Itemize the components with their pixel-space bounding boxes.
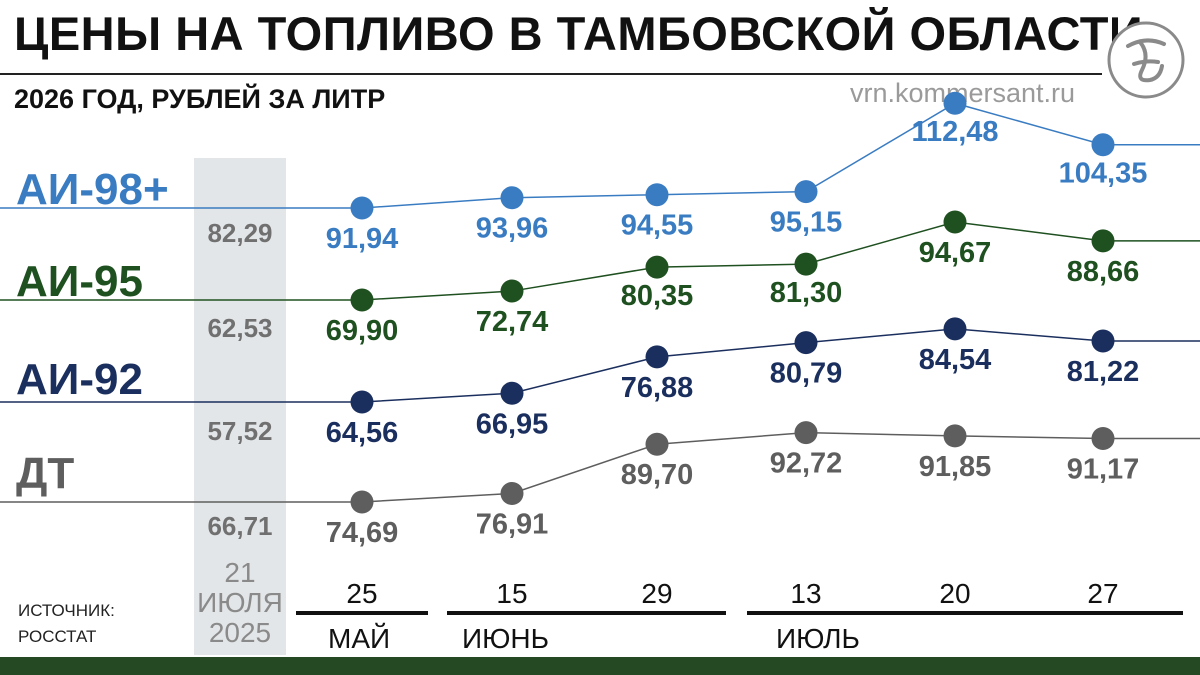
chart-subtitle: 2026 ГОД, РУБЛЕЙ ЗА ЛИТР: [14, 84, 386, 114]
data-point: [645, 255, 669, 279]
x-tick-label: 29: [641, 578, 672, 609]
month-label: МАЙ: [328, 623, 390, 654]
data-point: [943, 91, 967, 115]
month-label: ИЮНЬ: [462, 623, 549, 654]
data-value-label: 80,35: [621, 280, 694, 312]
data-point: [794, 252, 818, 276]
data-value-label: 69,90: [326, 315, 399, 347]
data-point: [500, 381, 524, 405]
baseline-value-label: 82,29: [207, 218, 272, 248]
data-value-label: 104,35: [1059, 158, 1148, 190]
data-value-label: 89,70: [621, 459, 694, 491]
data-value-label: 66,95: [476, 408, 549, 440]
x-tick-label: 25: [346, 578, 377, 609]
source-label: ИСТОЧНИК:: [18, 601, 115, 620]
data-value-label: 95,15: [770, 207, 843, 239]
series-line-1: [0, 102, 1200, 209]
data-point: [943, 210, 967, 234]
chart-title: ЦЕНЫ НА ТОПЛИВО В ТАМБОВСКОЙ ОБЛАСТИ: [14, 7, 1144, 60]
data-value-label: 81,30: [770, 277, 843, 309]
month-label: ИЮЛЬ: [776, 623, 860, 654]
data-point: [500, 481, 524, 505]
baseline-column-background: [194, 158, 286, 655]
data-point: [350, 288, 374, 312]
x-tick-label: 15: [496, 578, 527, 609]
data-value-label: 94,55: [621, 210, 694, 242]
data-value-label: 92,72: [770, 448, 843, 480]
x-tick-label: 20: [939, 578, 970, 609]
data-value-label: 94,67: [919, 237, 992, 269]
data-point: [350, 490, 374, 514]
series-name-label: АИ-95: [16, 257, 143, 306]
data-point: [500, 186, 524, 210]
series-line-3: [0, 328, 1200, 403]
data-value-label: 93,96: [476, 213, 549, 245]
series-name-label: ДТ: [16, 449, 74, 498]
data-point: [350, 390, 374, 414]
data-value-label: 76,91: [476, 508, 549, 540]
data-point: [1091, 329, 1115, 353]
x-tick-label: 27: [1087, 578, 1118, 609]
data-point: [645, 432, 669, 456]
baseline-date-label: ИЮЛЯ: [197, 587, 283, 618]
data-point: [794, 331, 818, 355]
bottom-bar: [0, 657, 1200, 675]
data-point: [500, 279, 524, 303]
series-line-2: [0, 221, 1200, 301]
data-value-label: 91,94: [326, 223, 399, 255]
title-divider: [0, 73, 1102, 75]
baseline-value-label: 57,52: [207, 416, 272, 446]
data-point: [1091, 427, 1115, 451]
data-value-label: 80,79: [770, 358, 843, 390]
series-line-4: [0, 431, 1200, 503]
baseline-date-label: 21: [224, 557, 255, 588]
baseline-value-label: 66,71: [207, 511, 272, 541]
data-value-label: 91,85: [919, 451, 992, 483]
data-point: [1091, 133, 1115, 157]
data-value-label: 88,66: [1067, 256, 1140, 288]
data-value-label: 74,69: [326, 517, 399, 549]
data-value-label: 112,48: [911, 116, 998, 148]
data-value-label: 64,56: [326, 417, 399, 449]
source-name: РОССТАТ: [18, 627, 97, 646]
data-value-label: 76,88: [621, 372, 694, 404]
data-point: [350, 196, 374, 220]
kommersant-logo-icon: [1107, 21, 1185, 99]
data-point: [943, 317, 967, 341]
data-point: [645, 345, 669, 369]
data-value-label: 72,74: [476, 306, 549, 338]
data-value-label: 91,17: [1067, 454, 1140, 486]
series-name-label: АИ-98+: [16, 165, 169, 214]
data-point: [794, 180, 818, 204]
data-point: [645, 183, 669, 207]
source-note: ИСТОЧНИК: РОССТАТ: [18, 598, 115, 650]
data-point: [943, 424, 967, 448]
series-name-label: АИ-92: [16, 355, 143, 404]
x-tick-label: 13: [790, 578, 821, 609]
data-value-label: 81,22: [1067, 356, 1140, 388]
data-point: [1091, 229, 1115, 253]
data-point: [794, 421, 818, 445]
baseline-value-label: 62,53: [207, 313, 272, 343]
data-value-label: 84,54: [919, 344, 992, 376]
baseline-date-label: 2025: [209, 617, 271, 648]
